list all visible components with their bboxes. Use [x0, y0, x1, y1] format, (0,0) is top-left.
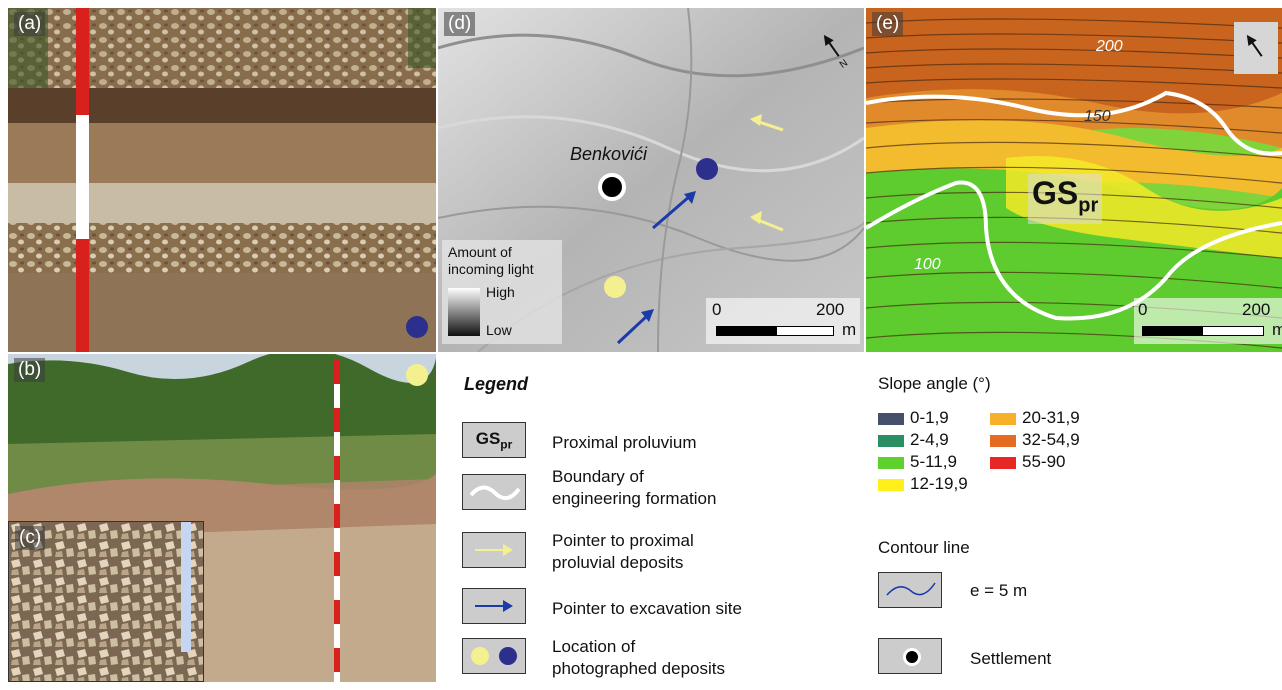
legend-box-boundary	[462, 474, 526, 510]
slope-class-5: 32-54,9	[990, 430, 1080, 450]
photo-panel-b: (b) (c)	[8, 354, 436, 682]
slope-label-5: 32-54,9	[1022, 430, 1080, 449]
legend-area: Legend GSpr Proximal proluvium Boundary …	[438, 354, 1282, 690]
legend-text-proximal-proluvium: Proximal proluvium	[552, 433, 697, 452]
slope-swatch-0	[878, 412, 904, 425]
legend-gspr-sub: pr	[500, 437, 513, 452]
slope-swatch-1	[878, 434, 904, 447]
scale-start-label: 0	[712, 300, 722, 319]
photo-location-marker-blue-map	[696, 158, 718, 180]
light-legend-title-2: incoming light	[448, 261, 534, 277]
settlement-marker-icon	[598, 173, 626, 201]
slope-class-4: 20-31,9	[990, 408, 1080, 428]
hillshade-map-panel-d: N (d) Benkovići Amount of incoming light…	[438, 8, 864, 352]
blue-arrow-icon	[475, 600, 513, 612]
legend-box-gspr: GSpr	[462, 422, 526, 458]
formation-label-sub: pr	[1078, 194, 1099, 217]
photo-location-marker-blue	[406, 316, 428, 338]
slope-label-1: 2-4,9	[910, 430, 949, 449]
photo-panel-c: (c)	[8, 521, 204, 682]
panel-b-label: (b)	[14, 358, 46, 382]
slope-class-6: 55-90	[990, 452, 1065, 472]
panel-e-label: (e)	[872, 12, 904, 36]
scale-bar-d: 0 200 m	[706, 298, 860, 344]
panel-c-label: (c)	[15, 526, 46, 550]
formation-label-gspr: GSpr	[1028, 174, 1103, 225]
slope-label-3: 12-19,9	[910, 474, 968, 493]
outcrop-photo-a	[8, 8, 436, 352]
blue-pointer-arrow-1	[684, 191, 696, 204]
legend-box-settlement	[878, 638, 942, 674]
light-legend-title-1: Amount of	[448, 244, 512, 260]
legend-box-blue-arrow	[462, 588, 526, 624]
scale-bar-white	[776, 326, 834, 336]
yellow-dot-icon	[471, 647, 489, 665]
legend-box-yellow-arrow	[462, 532, 526, 568]
legend-text-boundary-2: engineering formation	[552, 489, 717, 508]
slope-swatch-3	[878, 478, 904, 491]
contour-legend-title: Contour line	[878, 538, 970, 557]
slope-swatch-4	[990, 412, 1016, 425]
slope-legend-title: Slope angle (°)	[878, 374, 991, 393]
scale-bar-e: 0 200 m	[1134, 298, 1282, 344]
slope-swatch-2	[878, 456, 904, 469]
slope-label-2: 5-11,9	[910, 452, 957, 471]
legend-text-boundary-1: Boundary of	[552, 467, 644, 486]
legend-text-photo-2: photographed deposits	[552, 659, 725, 678]
scale-e-end-label: 200	[1242, 300, 1271, 319]
yellow-pointer-arrow-2	[750, 211, 762, 224]
incoming-light-legend: Amount of incoming light High Low	[442, 240, 562, 344]
yellow-pointer-arrow-1	[750, 114, 762, 126]
settlement-name-label: Benkovići	[570, 144, 648, 164]
yellow-arrow-icon	[475, 544, 513, 556]
legend-box-contour	[878, 572, 942, 608]
slope-swatch-5	[990, 434, 1016, 447]
formation-boundary-upper	[866, 90, 1282, 156]
light-legend-high: High	[486, 284, 515, 300]
legend-title: Legend	[464, 374, 529, 394]
slope-class-2: 5-11,9	[878, 452, 957, 472]
slope-class-1: 2-4,9	[878, 430, 949, 450]
photo-panel-a: (a)	[8, 8, 436, 352]
scale-bar-black	[716, 326, 776, 336]
photo-location-marker-yellow	[406, 364, 428, 386]
blue-dot-icon	[499, 647, 517, 665]
slope-label-0: 0-1,9	[910, 408, 949, 427]
scale-e-unit-label: m	[1272, 320, 1282, 339]
slope-class-0: 0-1,9	[878, 408, 949, 428]
legend-text-photo-1: Location of	[552, 637, 636, 656]
contour-label-150: 150	[1084, 108, 1111, 125]
formation-label-main: GS	[1032, 175, 1079, 211]
slope-label-6: 55-90	[1022, 452, 1066, 471]
slope-class-3: 12-19,9	[878, 474, 968, 494]
photo-location-marker-yellow-map	[604, 276, 626, 298]
light-gradient-bar	[448, 288, 480, 336]
scale-e-bar-white	[1202, 326, 1264, 336]
legend-text-yellow-arrow-1: Pointer to proximal	[552, 531, 694, 550]
slope-map-panel-e: (e) 200 150 100 GSpr 0 200 m	[866, 8, 1282, 352]
legend-text-yellow-arrow-2: proluvial deposits	[552, 553, 684, 572]
slope-label-4: 20-31,9	[1022, 408, 1080, 427]
scale-e-start-label: 0	[1138, 300, 1148, 319]
legend-box-photo-locations	[462, 638, 526, 674]
legend-text-blue-arrow: Pointer to excavation site	[552, 599, 742, 618]
scale-unit-label: m	[842, 320, 857, 339]
formation-boundary-lower	[866, 180, 1282, 321]
scale-e-bar-black	[1142, 326, 1202, 336]
scale-end-label: 200	[816, 300, 845, 319]
contour-line-icon	[886, 582, 936, 596]
blue-pointer-arrow-2	[641, 309, 654, 322]
contour-label-200: 200	[1096, 38, 1123, 55]
north-arrow-icon-e	[1234, 22, 1278, 74]
slope-swatch-6	[990, 456, 1016, 469]
contour-legend-text: e = 5 m	[970, 581, 1028, 600]
panel-d-label: (d)	[444, 12, 476, 36]
settlement-legend-text: Settlement	[970, 649, 1052, 668]
boundary-line-icon	[469, 485, 521, 501]
light-legend-low: Low	[486, 322, 512, 338]
contour-label-100: 100	[914, 256, 941, 273]
panel-a-label: (a)	[14, 12, 46, 36]
legend-gspr-main: GS	[475, 429, 501, 448]
settlement-icon	[903, 648, 921, 666]
